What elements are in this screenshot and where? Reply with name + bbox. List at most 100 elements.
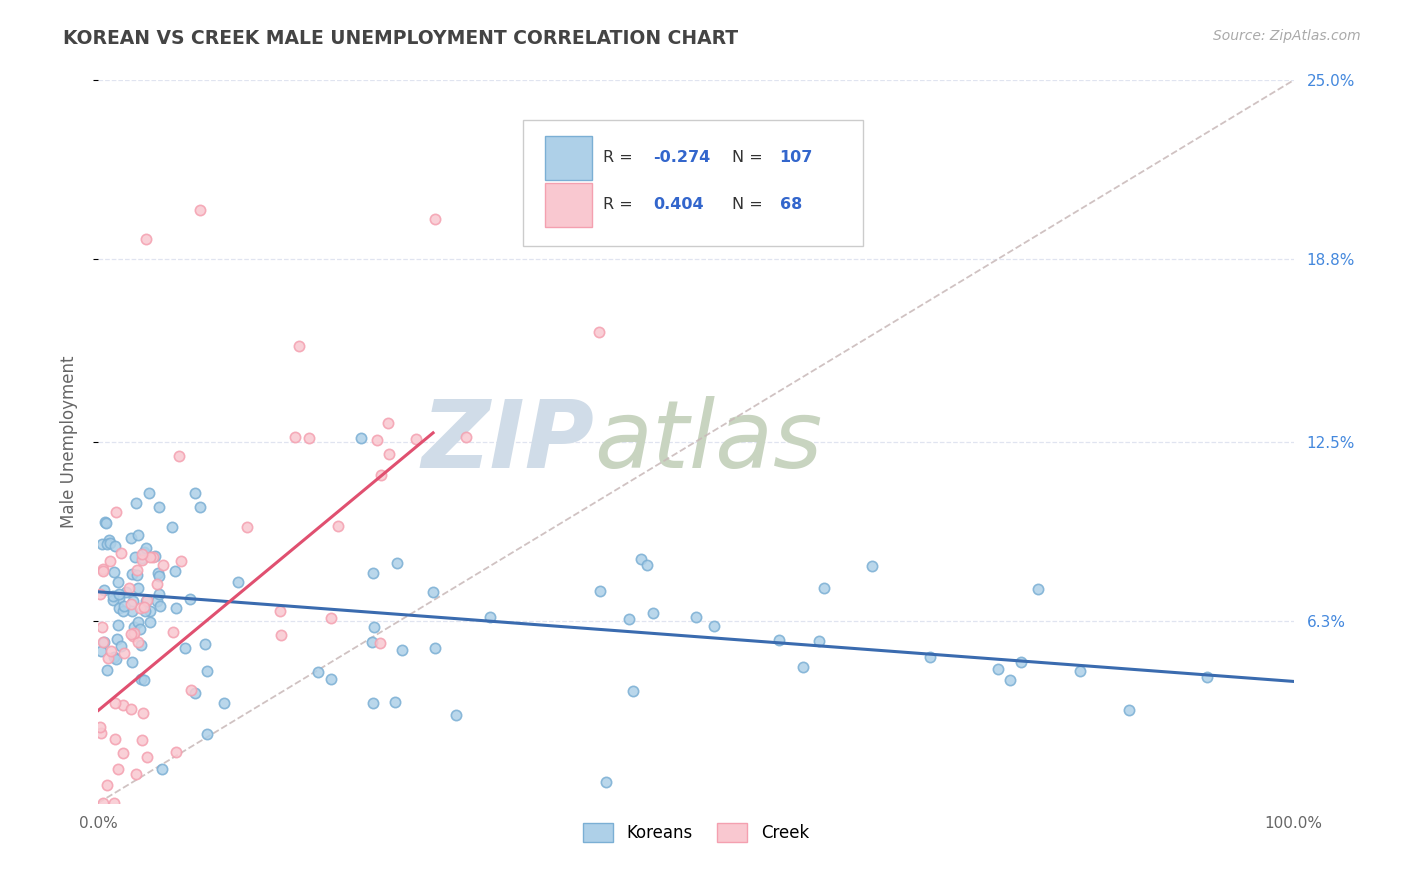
Point: [94, 515, 117, 529]
Point: [813, 581, 835, 595]
Text: Source: ZipAtlas.com: Source: ZipAtlas.com: [1213, 29, 1361, 43]
Point: [100, 644, 122, 658]
Point: [860, 558, 883, 573]
Point: [139, 603, 162, 617]
Point: [104, 651, 127, 665]
Point: [122, 629, 145, 643]
Point: [162, 520, 184, 534]
FancyBboxPatch shape: [523, 120, 863, 246]
Point: [307, 665, 329, 679]
Point: [195, 664, 218, 678]
Text: 68: 68: [779, 197, 801, 212]
Point: [370, 467, 392, 482]
Point: [146, 576, 169, 591]
Point: [184, 485, 207, 500]
Point: [91, 564, 114, 578]
Point: [1010, 656, 1032, 670]
Point: [288, 339, 311, 353]
Text: atlas: atlas: [595, 396, 823, 487]
Point: [920, 650, 942, 665]
Point: [103, 796, 125, 810]
Point: [101, 593, 124, 607]
Text: ZIP: ZIP: [422, 395, 595, 488]
Point: [270, 628, 292, 642]
Point: [768, 633, 790, 648]
Point: [716, 207, 738, 221]
Point: [135, 541, 157, 555]
Point: [89, 587, 111, 601]
Text: R =: R =: [603, 197, 638, 212]
Point: [135, 593, 157, 607]
Point: [112, 646, 135, 660]
Point: [131, 548, 153, 562]
Point: [350, 431, 373, 445]
Point: [188, 203, 211, 218]
Point: [96, 516, 118, 530]
Point: [184, 686, 207, 700]
Point: [135, 750, 157, 764]
Point: [321, 611, 343, 625]
Point: [121, 566, 143, 581]
Point: [132, 673, 155, 688]
Point: [444, 708, 467, 723]
Point: [703, 619, 725, 633]
Point: [91, 537, 114, 551]
Point: [619, 612, 641, 626]
Point: [100, 554, 122, 568]
Point: [127, 568, 149, 582]
Point: [377, 416, 399, 430]
Point: [361, 696, 384, 710]
Point: [89, 644, 111, 658]
Point: [148, 569, 170, 583]
Point: [1069, 665, 1091, 679]
Point: [122, 626, 145, 640]
Point: [131, 706, 153, 721]
Point: [162, 625, 184, 640]
Point: [129, 638, 152, 652]
Point: [425, 641, 447, 656]
Point: [152, 558, 174, 573]
Point: [93, 634, 115, 648]
Point: [90, 726, 112, 740]
Point: [108, 600, 131, 615]
Point: [105, 632, 128, 646]
Point: [179, 592, 201, 607]
Point: [122, 620, 145, 634]
Point: [112, 698, 135, 712]
Point: [127, 615, 149, 630]
Point: [129, 601, 152, 615]
Point: [136, 593, 159, 607]
Point: [170, 553, 193, 567]
Point: [97, 533, 120, 548]
Point: [103, 566, 125, 580]
Point: [105, 505, 128, 519]
Point: [226, 574, 249, 589]
Point: [319, 672, 342, 686]
Point: [588, 325, 610, 339]
Point: [326, 519, 349, 533]
Point: [121, 603, 143, 617]
Point: [124, 496, 146, 510]
Point: [98, 535, 121, 549]
Point: [104, 696, 127, 710]
Point: [96, 664, 118, 678]
Point: [180, 683, 202, 698]
Point: [298, 431, 321, 445]
Point: [93, 583, 115, 598]
Point: [107, 618, 129, 632]
Text: N =: N =: [733, 151, 768, 165]
Point: [127, 581, 149, 595]
Point: [643, 606, 665, 620]
Point: [96, 778, 118, 792]
Point: [621, 684, 644, 698]
Point: [110, 546, 132, 560]
Point: [405, 432, 427, 446]
Point: [114, 585, 136, 599]
Text: R =: R =: [603, 151, 638, 165]
Point: [385, 557, 408, 571]
Point: [378, 446, 401, 460]
Point: [104, 539, 127, 553]
Point: [91, 796, 114, 810]
Point: [987, 662, 1010, 676]
Point: [125, 767, 148, 781]
